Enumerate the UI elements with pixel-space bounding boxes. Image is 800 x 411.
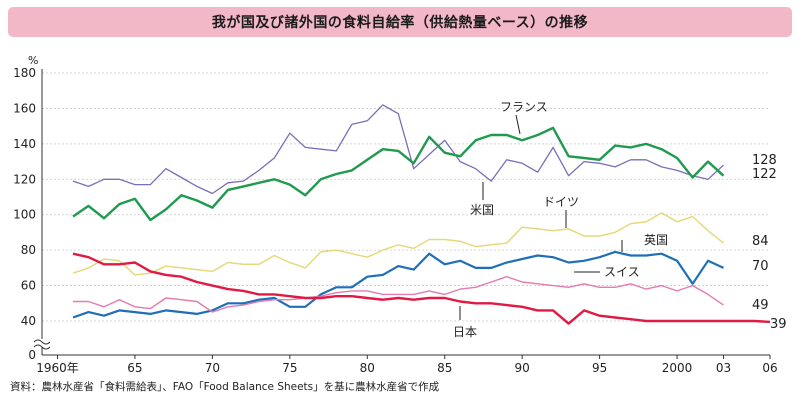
end-value-label-4: 49 bbox=[752, 298, 769, 313]
y-tick-label-60: 60 bbox=[21, 279, 36, 293]
x-tick-label-2003: 03 bbox=[716, 361, 731, 375]
x-tick-label-1975: 75 bbox=[282, 361, 297, 375]
end-value-label-1: 122 bbox=[752, 167, 777, 182]
x-tick-label-1995: 95 bbox=[592, 361, 607, 375]
series-line-4 bbox=[73, 276, 724, 313]
x-tick-label-1965: 65 bbox=[127, 361, 142, 375]
x-tick-label-2006: 06 bbox=[762, 361, 777, 375]
series-name-label-3: 英国 bbox=[644, 233, 668, 247]
y-axis-unit: % bbox=[28, 54, 38, 67]
end-value-label-3: 70 bbox=[752, 259, 769, 274]
series-line-1 bbox=[72, 126, 725, 222]
series-line-0 bbox=[72, 104, 724, 195]
y-tick-label-160: 160 bbox=[13, 101, 36, 115]
y-tick-label-180: 180 bbox=[13, 66, 36, 80]
y-tick-label-100: 100 bbox=[13, 208, 36, 222]
series-line-3 bbox=[72, 250, 724, 319]
series-name-label-5: 日本 bbox=[453, 325, 477, 339]
x-tick-label-1980: 80 bbox=[360, 361, 375, 375]
x-tick-label-2000: 2000 bbox=[662, 361, 693, 375]
source-note: 資料：農林水産省「食料需給表」、FAO「Food Balance Sheets」… bbox=[10, 381, 440, 393]
series-name-label-4: スイス bbox=[604, 265, 640, 279]
y-tick-label-120: 120 bbox=[13, 172, 36, 186]
y-tick-label-40: 40 bbox=[21, 314, 36, 328]
y-tick-label-80: 80 bbox=[21, 243, 36, 257]
title-bar: 我が国及び諸外国の食料自給率（供給熱量ベース）の推移 bbox=[8, 7, 792, 37]
y-tick-label-140: 140 bbox=[13, 137, 36, 151]
series-name-label-2: ドイツ bbox=[543, 195, 579, 209]
series-name-label-0: フランス bbox=[500, 100, 548, 114]
end-value-label-2: 84 bbox=[752, 234, 769, 249]
series-line-5 bbox=[72, 252, 771, 325]
axis-break-mark-top bbox=[33, 339, 51, 345]
axis-break-mark-bottom bbox=[33, 344, 51, 350]
chart-title: 我が国及び諸外国の食料自給率（供給熱量ベース）の推移 bbox=[211, 15, 589, 31]
y-tick-label-0: 0 bbox=[28, 348, 36, 362]
axis-break-gap bbox=[34, 339, 50, 347]
x-tick-label-1990: 90 bbox=[515, 361, 530, 375]
end-value-label-0: 128 bbox=[752, 153, 777, 168]
series-name-label-1: 米国 bbox=[470, 203, 494, 217]
x-tick-label-1960: 1960年 bbox=[36, 361, 79, 375]
annotation-pointer-0 bbox=[515, 114, 521, 135]
end-value-label-5: 39 bbox=[770, 317, 787, 332]
x-tick-label-1970: 70 bbox=[205, 361, 220, 375]
series-line-2 bbox=[72, 212, 724, 276]
x-tick-label-1985: 85 bbox=[437, 361, 452, 375]
